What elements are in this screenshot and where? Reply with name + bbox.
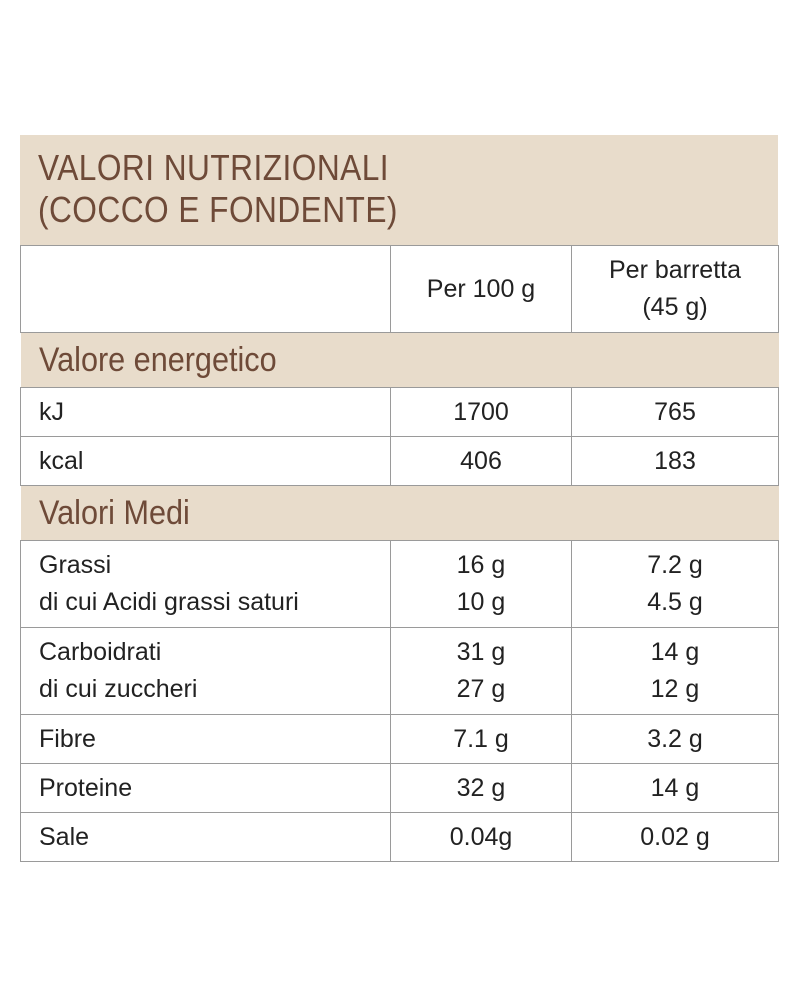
section-text: Valore energetico: [38, 340, 277, 379]
section-text: Valori Medi: [38, 493, 190, 532]
cell-text: 14 g: [650, 773, 700, 802]
cell-text: Proteine: [39, 773, 133, 802]
cell-text: 0.02 g: [640, 822, 710, 851]
cell-text: (45 g): [642, 293, 708, 321]
data-row: kcal 406 183: [20, 436, 779, 486]
cell-text: kJ: [39, 397, 64, 426]
cell-text: 0.04g: [449, 822, 513, 851]
value-cell: 7.2 g 4.5 g: [571, 540, 779, 628]
cell-text: 7.2 g: [647, 551, 703, 579]
section-row: Valori Medi: [20, 485, 779, 541]
value-cell: 3.2 g: [571, 714, 779, 764]
title-band: VALORI NUTRIZIONALI (COCCO E FONDENTE): [20, 135, 778, 245]
value-cell: 31 g 27 g: [390, 627, 572, 715]
title-line: (COCCO E FONDENTE): [38, 189, 398, 230]
data-row: Carboidrati di cui zuccheri 31 g 27 g 14 g 12…: [20, 627, 779, 715]
header-row: Per 100 g Per barretta (45 g): [20, 245, 779, 333]
value-cell: 1700: [390, 387, 572, 437]
header-cell: [20, 245, 391, 333]
cell-text: 10 g: [456, 588, 506, 616]
cell-text: di cui Acidi grassi saturi: [39, 588, 299, 616]
value-cell: 32 g: [390, 763, 572, 813]
nutrition-panel: VALORI NUTRIZIONALI (COCCO E FONDENTE) P…: [20, 135, 779, 862]
cell-text: Per barretta: [608, 256, 741, 284]
data-row: Fibre 7.1 g 3.2 g: [20, 714, 779, 764]
cell-text: Carboidrati: [39, 638, 162, 666]
cell-text: 406: [460, 446, 502, 475]
section-heading: Valore energetico: [20, 332, 779, 388]
cell-text: di cui zuccheri: [39, 675, 198, 703]
cell-text: 31 g: [456, 638, 506, 666]
data-row: Sale 0.04g 0.02 g: [20, 812, 779, 862]
cell-text: 4.5 g: [647, 588, 703, 616]
cell-text: Grassi: [39, 551, 112, 579]
data-row: kJ 1700 765: [20, 387, 779, 437]
value-cell: 0.02 g: [571, 812, 779, 862]
value-cell: 16 g 10 g: [390, 540, 572, 628]
label-cell: kJ: [20, 387, 391, 437]
section-heading: Valori Medi: [20, 485, 779, 541]
section-row: Valore energetico: [20, 332, 779, 388]
cell-text: 16 g: [456, 551, 506, 579]
title-line: VALORI NUTRIZIONALI: [38, 147, 390, 188]
cell-text: 32 g: [456, 773, 506, 802]
nutrition-table: Per 100 g Per barretta (45 g) Valore energe…: [20, 245, 779, 862]
value-cell: 14 g: [571, 763, 779, 813]
cell-text: 765: [654, 397, 696, 426]
cell-text: 14 g: [650, 638, 700, 666]
value-cell: 765: [571, 387, 779, 437]
cell-text: Fibre: [39, 724, 96, 753]
value-cell: 7.1 g: [390, 714, 572, 764]
table-body: Per 100 g Per barretta (45 g) Valore energe…: [20, 245, 779, 862]
cell-text: 27 g: [456, 675, 506, 703]
cell-text: Per 100 g: [426, 274, 536, 303]
cell-text: 183: [654, 446, 696, 475]
cell-text: kcal: [39, 446, 84, 475]
value-cell: 0.04g: [390, 812, 572, 862]
cell-text: 12 g: [650, 675, 700, 703]
value-cell: 406: [390, 436, 572, 486]
value-cell: 183: [571, 436, 779, 486]
data-row: Grassi di cui Acidi grassi saturi 16 g 10 g…: [20, 540, 779, 628]
cell-text: Sale: [39, 822, 90, 851]
cell-text: 7.1 g: [453, 724, 509, 753]
cell-text: 3.2 g: [647, 724, 703, 753]
cell-text: 1700: [453, 397, 509, 426]
label-cell: Carboidrati di cui zuccheri: [20, 627, 391, 715]
value-cell: 14 g 12 g: [571, 627, 779, 715]
header-cell: Per barretta (45 g): [571, 245, 779, 333]
data-row: Proteine 32 g 14 g: [20, 763, 779, 813]
label-cell: Grassi di cui Acidi grassi saturi: [20, 540, 391, 628]
label-cell: Proteine: [20, 763, 391, 813]
header-cell: Per 100 g: [390, 245, 572, 333]
label-cell: Sale: [20, 812, 391, 862]
label-cell: Fibre: [20, 714, 391, 764]
label-cell: kcal: [20, 436, 391, 486]
